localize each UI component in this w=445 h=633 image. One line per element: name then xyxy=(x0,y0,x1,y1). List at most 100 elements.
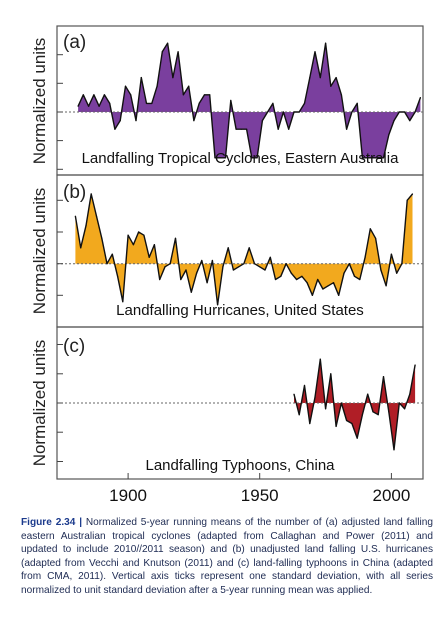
data-point xyxy=(174,237,177,239)
data-point xyxy=(230,99,232,102)
panel-a: (a) Landfalling Tropical Cyclones, Easte… xyxy=(30,25,424,176)
data-point xyxy=(409,120,411,122)
data-point xyxy=(109,102,111,104)
data-point xyxy=(382,157,385,159)
data-point xyxy=(296,278,298,281)
data-point xyxy=(211,259,213,262)
data-point xyxy=(388,411,390,413)
data-point xyxy=(330,85,332,87)
data-point xyxy=(209,94,211,96)
data-point xyxy=(348,263,350,265)
data-point xyxy=(98,105,100,107)
data-point xyxy=(145,102,148,104)
data-point xyxy=(280,275,282,277)
panel-c: (c) Landfalling Typhoons, China Normaliz… xyxy=(30,326,424,480)
data-point xyxy=(177,51,179,53)
x-axis: 1900 1950 2000 xyxy=(109,473,410,505)
data-point xyxy=(240,128,242,130)
data-point xyxy=(251,157,253,159)
data-point xyxy=(353,275,356,277)
data-point xyxy=(401,263,403,265)
data-point xyxy=(130,94,132,96)
panel-letter: (a) xyxy=(63,32,86,53)
series-fill xyxy=(294,359,416,450)
data-point xyxy=(325,408,327,410)
data-point xyxy=(190,291,192,293)
data-point xyxy=(74,215,76,217)
data-point xyxy=(314,51,316,53)
data-point xyxy=(317,278,319,281)
data-point xyxy=(259,266,261,268)
data-point xyxy=(404,111,406,113)
y-axis-label: Normalized units xyxy=(30,188,49,315)
data-point xyxy=(159,278,161,281)
y-ticks xyxy=(57,54,63,170)
data-point xyxy=(198,102,200,104)
data-point xyxy=(282,111,284,113)
data-point xyxy=(222,266,224,268)
data-point xyxy=(367,393,369,395)
data-point xyxy=(340,94,342,96)
data-point xyxy=(127,234,129,236)
data-point xyxy=(404,408,406,410)
data-point xyxy=(290,272,292,274)
series-line xyxy=(293,358,416,451)
panel-letter: (b) xyxy=(63,182,86,203)
data-point xyxy=(180,278,182,281)
data-point xyxy=(77,105,79,107)
data-point xyxy=(117,275,119,277)
data-point xyxy=(351,111,353,113)
data-point xyxy=(372,411,374,413)
data-point xyxy=(138,231,140,233)
data-point xyxy=(372,157,374,159)
data-point xyxy=(377,157,379,159)
data-point xyxy=(143,234,145,236)
data-point xyxy=(303,102,306,104)
figure-caption: Figure 2.34 | Normalized 5-year running … xyxy=(21,516,433,598)
data-point xyxy=(303,384,306,387)
data-point xyxy=(351,422,353,425)
data-point xyxy=(188,85,190,87)
data-point xyxy=(343,272,345,274)
data-point xyxy=(293,111,295,113)
data-point xyxy=(82,94,84,96)
data-point xyxy=(224,157,227,159)
data-point xyxy=(103,94,105,96)
data-point xyxy=(322,288,324,290)
series-line xyxy=(74,193,414,306)
data-point xyxy=(346,128,348,130)
data-point xyxy=(398,111,400,113)
data-point xyxy=(380,269,382,271)
data-point xyxy=(90,193,92,195)
y-axis-label: Normalized units xyxy=(30,340,49,467)
data-point xyxy=(277,128,279,130)
y-ticks xyxy=(57,344,63,462)
data-point xyxy=(298,414,300,416)
data-point xyxy=(214,157,216,159)
x-tick-label: 1900 xyxy=(109,486,147,505)
data-point xyxy=(285,263,287,265)
data-point xyxy=(332,282,335,284)
data-point xyxy=(335,77,337,79)
data-point xyxy=(364,256,366,258)
data-point xyxy=(153,244,155,246)
data-point xyxy=(80,247,82,249)
data-point xyxy=(122,301,124,303)
data-point xyxy=(124,85,127,87)
data-point xyxy=(375,237,377,239)
data-point xyxy=(311,294,313,296)
data-point xyxy=(140,77,142,79)
y-ticks xyxy=(57,199,63,296)
data-point xyxy=(390,253,392,255)
data-point xyxy=(298,111,300,113)
data-point xyxy=(367,157,369,159)
data-point xyxy=(267,111,269,113)
caption-text: Normalized 5-year running means of the n… xyxy=(21,517,433,596)
data-point xyxy=(135,120,137,122)
data-point xyxy=(111,253,113,255)
data-point xyxy=(356,102,358,104)
series-line xyxy=(77,42,422,159)
data-point xyxy=(238,266,240,268)
data-point xyxy=(193,120,195,122)
data-point xyxy=(217,304,219,306)
